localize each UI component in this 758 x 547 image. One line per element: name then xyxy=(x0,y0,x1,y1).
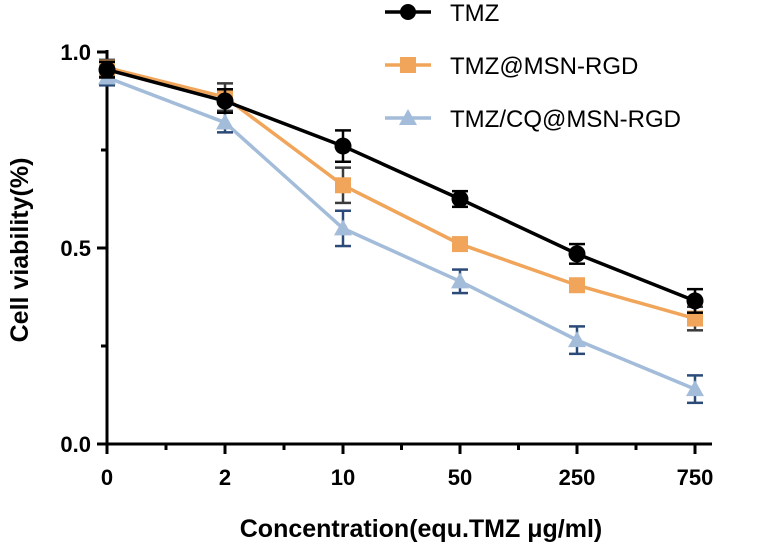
data-point xyxy=(335,177,351,194)
data-point xyxy=(216,92,234,110)
legend-marker-tmz-cq-msn-rgd xyxy=(399,109,417,125)
series-line xyxy=(106,67,696,303)
data-point xyxy=(451,190,469,208)
legend-label-tmz-msn-rgd: TMZ@MSN-RGD xyxy=(450,53,638,80)
data-point xyxy=(568,245,586,263)
x-tick-label: 10 xyxy=(331,465,355,490)
data-point xyxy=(216,113,234,130)
y-tick-label: 1.0 xyxy=(60,40,91,65)
plot-series xyxy=(98,58,704,405)
series-tmz-msn-rgd xyxy=(99,58,703,332)
y-axis-ticks: 0.0 0.5 1.0 xyxy=(60,40,107,457)
x-axis-title: Concentration(equ.TMZ μg/ml) xyxy=(240,515,603,543)
y-axis-title: Cell viability(%) xyxy=(6,158,34,343)
data-point xyxy=(98,61,116,79)
data-point xyxy=(568,331,586,348)
x-tick-label: 0 xyxy=(101,465,113,490)
series-tmz xyxy=(98,60,704,314)
y-tick-label: 0.5 xyxy=(60,236,91,261)
legend-item-tmz-cq-msn-rgd: TMZ/CQ@MSN-RGD xyxy=(385,106,681,133)
data-point xyxy=(451,272,469,289)
x-tick-label: 250 xyxy=(559,465,596,490)
data-point xyxy=(686,380,704,397)
x-axis-ticks: 0 2 10 50 250 750 xyxy=(101,444,713,490)
y-tick-label: 0.0 xyxy=(60,432,91,457)
legend: TMZ TMZ@MSN-RGD TMZ/CQ@MSN-RGD xyxy=(385,0,681,133)
data-point xyxy=(686,292,704,310)
series-line xyxy=(106,65,696,321)
data-point xyxy=(334,219,352,236)
legend-marker-tmz xyxy=(400,4,416,20)
data-point xyxy=(687,310,703,327)
data-point xyxy=(334,137,352,155)
legend-item-tmz: TMZ xyxy=(385,0,499,27)
legend-item-tmz-msn-rgd: TMZ@MSN-RGD xyxy=(385,53,638,80)
data-point xyxy=(569,277,585,294)
legend-marker-tmz-msn-rgd xyxy=(400,57,416,73)
x-tick-label: 50 xyxy=(448,465,472,490)
x-tick-label: 2 xyxy=(219,465,231,490)
legend-label-tmz: TMZ xyxy=(450,0,499,27)
x-tick-label: 750 xyxy=(677,465,714,490)
series-line xyxy=(106,75,696,391)
data-point xyxy=(452,236,468,253)
legend-label-tmz-cq-msn-rgd: TMZ/CQ@MSN-RGD xyxy=(450,106,681,133)
